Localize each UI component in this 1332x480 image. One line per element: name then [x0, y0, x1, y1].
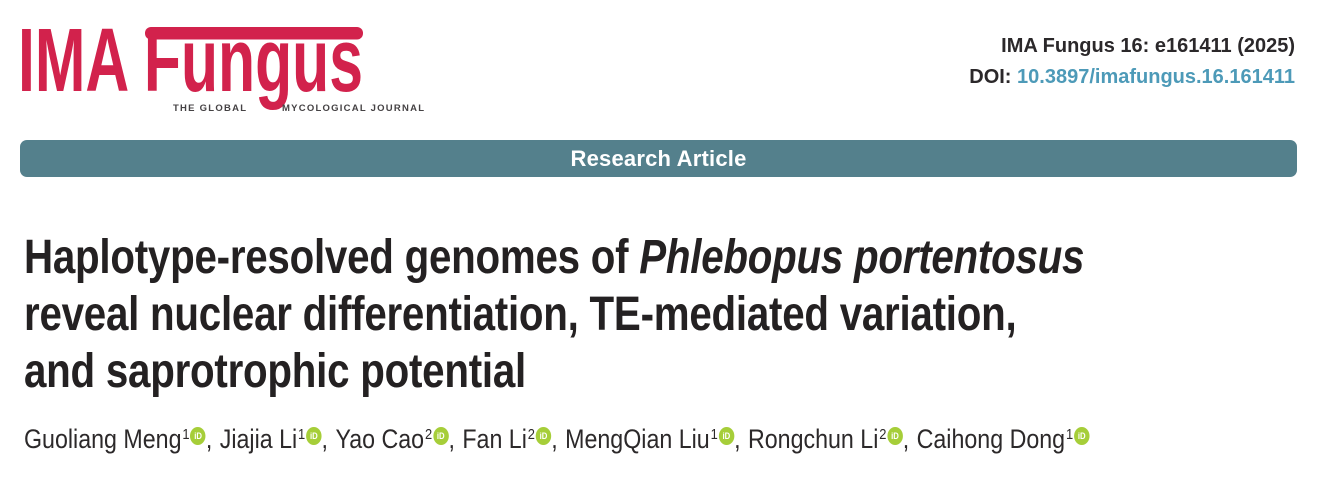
logo-top-bar-shape [145, 27, 363, 40]
logo-tagline-right: MYCOLOGICAL JOURNAL [282, 103, 424, 114]
orcid-icon[interactable]: iD [718, 427, 735, 445]
logo-tagline-left: THE GLOBAL [173, 103, 246, 114]
orcid-icon[interactable]: iD [887, 427, 903, 445]
author-separator: , [448, 424, 455, 454]
research-article-banner: Research Article [20, 140, 1297, 177]
author-name: Rongchun Li [747, 424, 879, 454]
author-separator: , [205, 424, 213, 454]
author-item: Yao Cao2 iD, [335, 424, 454, 454]
author-separator: , [321, 424, 329, 454]
author-name: MengQian Liu [565, 424, 710, 454]
author-item: Jiajia Li1 iD, [220, 424, 328, 454]
affiliation-superscript: 1 [710, 426, 718, 443]
author-item: Caihong Dong1 iD [917, 424, 1090, 454]
author-item: Fan Li2 iD, [462, 424, 557, 454]
banner-label: Research Article [570, 145, 747, 171]
orcid-icon[interactable]: iD [432, 427, 449, 445]
author-item: MengQian Liu1 iD, [565, 424, 740, 454]
orcid-icon[interactable]: iD [306, 427, 322, 445]
author-name: Fan Li [462, 424, 527, 454]
logo-wordmark: IMA Fungus [18, 12, 363, 111]
author-separator: , [734, 424, 741, 454]
doi-line: DOI: 10.3897/imafungus.16.161411 [969, 62, 1295, 93]
title-line-1: Haplotype-resolved genomes of Phlebopus p… [24, 229, 1084, 286]
orcid-icon[interactable]: iD [1073, 427, 1090, 445]
title-line-3: and saprotrophic potential [24, 345, 526, 398]
author-separator: , [902, 424, 910, 454]
author-list: Guoliang Meng1 iD, Jiajia Li1 iD, Yao Cao2 iD… [24, 424, 1090, 455]
affiliation-superscript: 2 [879, 426, 887, 443]
author-name: Jiajia Li [219, 424, 298, 454]
title-prefix: Haplotype-resolved genomes of [24, 231, 629, 284]
affiliation-superscript: 2 [424, 426, 433, 443]
orcid-icon[interactable]: iD [535, 427, 552, 445]
masthead-citation-block: IMA Fungus 16: e161411 (2025) DOI: 10.38… [969, 31, 1295, 93]
affiliation-superscript: 1 [1065, 426, 1074, 443]
affiliation-superscript: 2 [527, 426, 535, 443]
author-separator: , [551, 424, 558, 454]
citation-text: IMA Fungus 16: e161411 (2025) [1001, 35, 1295, 57]
journal-logo: IMA Fungus THE GLOBAL MYCOLOGICAL JOURNA… [18, 12, 424, 114]
affiliation-superscript: 1 [182, 426, 190, 443]
author-name: Guoliang Meng [24, 424, 182, 454]
author-name: Caihong Dong [916, 424, 1066, 454]
title-species-name: Phlebopus portentosus [639, 231, 1085, 284]
affiliation-superscript: 1 [298, 426, 306, 443]
doi-label: DOI: [969, 66, 1018, 88]
doi-link[interactable]: 10.3897/imafungus.16.161411 [1017, 66, 1295, 88]
title-line-2: reveal nuclear differentiation, TE-media… [24, 288, 1017, 341]
author-item: Guoliang Meng1 iD, [24, 424, 212, 454]
author-name: Yao Cao [335, 424, 425, 454]
orcid-icon[interactable]: iD [190, 427, 206, 445]
author-item: Rongchun Li2 iD, [748, 424, 909, 454]
article-title: Haplotype-resolved genomes of Phlebopus p… [24, 229, 1084, 400]
